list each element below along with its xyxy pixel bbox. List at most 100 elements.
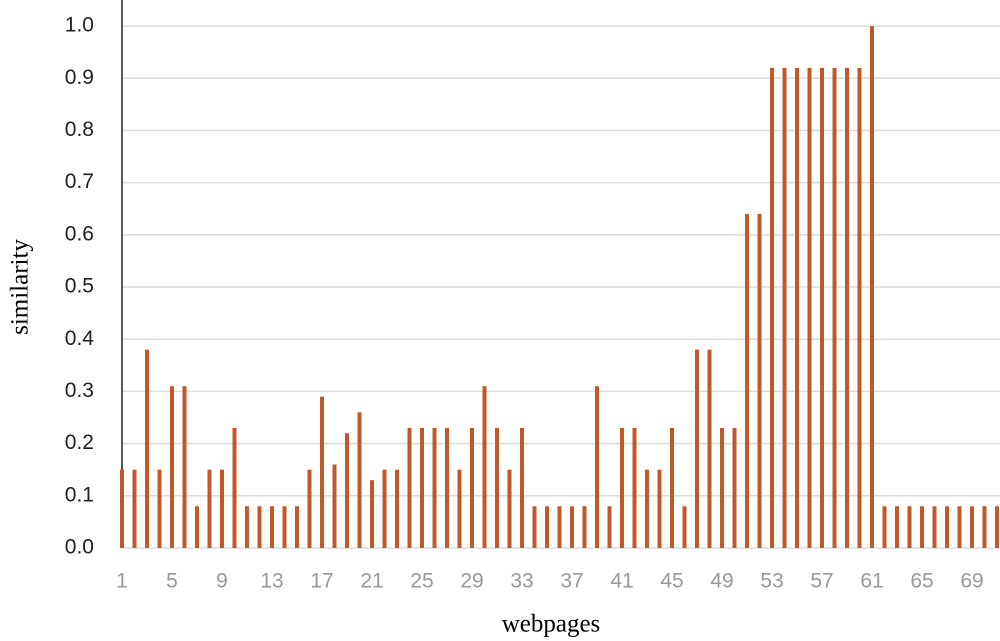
x-tick-label: 57 xyxy=(810,570,833,593)
bar xyxy=(482,386,487,548)
bar xyxy=(457,469,462,548)
x-tick-label: 65 xyxy=(910,570,933,593)
x-tick-label: 9 xyxy=(216,570,228,593)
bar xyxy=(845,67,849,548)
y-tick-label: 0.9 xyxy=(65,66,94,89)
y-tick-label: 0.8 xyxy=(65,118,94,141)
x-axis-label: webpages xyxy=(502,611,601,638)
bar xyxy=(120,469,124,548)
bar xyxy=(970,506,974,548)
bar xyxy=(820,67,824,548)
bar xyxy=(907,506,912,548)
bar xyxy=(295,506,299,548)
bar xyxy=(570,506,574,548)
bar xyxy=(407,427,412,548)
bar xyxy=(732,427,737,548)
bar xyxy=(607,506,612,548)
x-tick-label: 17 xyxy=(310,570,333,593)
bar xyxy=(420,427,424,548)
x-tick-label: 1 xyxy=(116,570,128,593)
bar xyxy=(682,506,687,548)
y-tick-label: 0.2 xyxy=(65,431,94,454)
y-tick-label: 0.7 xyxy=(65,170,94,193)
bar xyxy=(470,427,474,548)
x-tick-label: 41 xyxy=(610,570,633,593)
bar xyxy=(757,213,762,548)
bar xyxy=(157,469,162,548)
bar xyxy=(770,67,774,548)
bar xyxy=(232,427,237,548)
y-tick-label: 0.5 xyxy=(65,275,94,298)
bar xyxy=(632,427,637,548)
bar xyxy=(245,506,249,548)
bar xyxy=(645,469,649,548)
x-tick-label: 13 xyxy=(260,570,283,593)
bar xyxy=(545,506,549,548)
bar xyxy=(182,386,187,548)
bar xyxy=(207,469,212,548)
bar xyxy=(257,506,262,548)
x-tick-label: 37 xyxy=(560,570,583,593)
x-tick-label: 45 xyxy=(660,570,683,593)
bar xyxy=(707,349,712,548)
bar xyxy=(982,506,987,548)
y-tick-label: 0.6 xyxy=(65,222,94,245)
bar xyxy=(945,506,949,548)
bar xyxy=(320,396,324,548)
bar xyxy=(270,506,274,548)
x-tick-label: 21 xyxy=(360,570,383,593)
bar xyxy=(957,506,962,548)
bar xyxy=(670,427,674,548)
bar xyxy=(170,386,174,548)
y-tick-label: 0.3 xyxy=(65,379,94,402)
bar xyxy=(720,427,724,548)
y-tick-label: 0.1 xyxy=(65,483,94,506)
bar xyxy=(145,349,149,548)
bar xyxy=(332,464,337,548)
bar xyxy=(307,469,312,548)
x-tick-label: 5 xyxy=(166,570,178,593)
y-tick-label: 0.4 xyxy=(65,327,95,350)
y-axis-label: similarity xyxy=(7,239,34,335)
bar xyxy=(495,427,499,548)
bar xyxy=(620,427,624,548)
bar xyxy=(870,26,874,549)
bar xyxy=(582,506,587,548)
bar xyxy=(132,469,137,548)
bar xyxy=(995,506,999,548)
bar xyxy=(382,469,387,548)
bar xyxy=(357,412,362,548)
bar xyxy=(370,480,374,548)
bar xyxy=(745,213,749,548)
bar xyxy=(195,506,199,548)
bar xyxy=(507,469,512,548)
bar xyxy=(395,469,399,548)
x-tick-label: 53 xyxy=(760,570,783,593)
bar xyxy=(807,67,812,548)
bar xyxy=(520,427,524,548)
bar xyxy=(695,349,699,548)
bar xyxy=(432,427,437,548)
bar xyxy=(857,67,862,548)
bar xyxy=(895,506,899,548)
bar xyxy=(882,506,887,548)
bar xyxy=(795,67,799,548)
bar xyxy=(832,67,837,548)
bar xyxy=(345,433,349,548)
x-tick-label: 69 xyxy=(960,570,983,593)
bar xyxy=(220,469,224,548)
y-tick-label: 0.0 xyxy=(65,536,94,559)
x-tick-label: 33 xyxy=(510,570,533,593)
bar xyxy=(532,506,537,548)
x-tick-label: 29 xyxy=(460,570,483,593)
bar xyxy=(282,506,287,548)
bar xyxy=(920,506,924,548)
x-tick-label: 25 xyxy=(410,570,433,593)
x-tick-label: 49 xyxy=(710,570,733,593)
x-tick-label: 61 xyxy=(860,570,883,593)
bar xyxy=(932,506,937,548)
bar xyxy=(445,427,449,548)
y-tick-label: 1.0 xyxy=(65,14,94,37)
bar xyxy=(657,469,662,548)
